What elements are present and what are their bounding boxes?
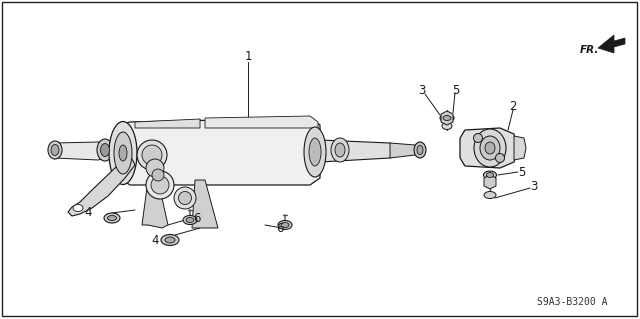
Polygon shape <box>135 119 200 128</box>
Polygon shape <box>120 118 320 185</box>
Ellipse shape <box>186 218 194 222</box>
Polygon shape <box>205 116 318 128</box>
Text: 5: 5 <box>518 166 525 179</box>
Ellipse shape <box>495 153 504 162</box>
Polygon shape <box>598 35 625 53</box>
Ellipse shape <box>335 143 345 157</box>
Ellipse shape <box>174 187 196 209</box>
Ellipse shape <box>486 173 493 177</box>
Ellipse shape <box>474 129 506 167</box>
Ellipse shape <box>142 145 162 165</box>
Text: 3: 3 <box>419 85 426 98</box>
Polygon shape <box>460 128 516 168</box>
Polygon shape <box>484 175 496 189</box>
Ellipse shape <box>309 138 321 166</box>
Text: S9A3-B3200 A: S9A3-B3200 A <box>537 297 607 307</box>
Text: 1: 1 <box>244 50 252 63</box>
Ellipse shape <box>443 115 451 121</box>
Ellipse shape <box>417 145 423 154</box>
Text: 6: 6 <box>193 212 201 226</box>
Ellipse shape <box>414 142 426 158</box>
Ellipse shape <box>183 216 197 225</box>
Polygon shape <box>68 155 135 216</box>
Polygon shape <box>320 140 408 162</box>
Ellipse shape <box>146 159 164 177</box>
Ellipse shape <box>119 145 127 161</box>
Ellipse shape <box>146 171 174 199</box>
Text: 2: 2 <box>509 100 516 114</box>
Text: 6: 6 <box>276 221 284 234</box>
Ellipse shape <box>179 191 191 204</box>
Ellipse shape <box>474 133 483 143</box>
Ellipse shape <box>281 222 289 227</box>
Text: FR.: FR. <box>579 45 598 55</box>
Text: 4: 4 <box>84 205 92 219</box>
Ellipse shape <box>440 114 454 122</box>
Polygon shape <box>142 180 168 228</box>
Ellipse shape <box>104 213 120 223</box>
Ellipse shape <box>304 127 326 177</box>
Ellipse shape <box>73 204 83 211</box>
Polygon shape <box>390 143 420 158</box>
Ellipse shape <box>108 216 116 220</box>
Ellipse shape <box>480 136 500 160</box>
Text: 3: 3 <box>531 180 538 192</box>
Ellipse shape <box>137 140 167 170</box>
Ellipse shape <box>100 144 109 157</box>
Text: 4: 4 <box>151 234 159 247</box>
Polygon shape <box>441 111 453 125</box>
Ellipse shape <box>331 138 349 162</box>
Polygon shape <box>192 180 218 228</box>
Ellipse shape <box>48 141 62 159</box>
Ellipse shape <box>151 176 169 194</box>
Ellipse shape <box>152 169 164 181</box>
Ellipse shape <box>483 171 497 179</box>
Polygon shape <box>55 142 105 160</box>
Ellipse shape <box>97 139 113 161</box>
Ellipse shape <box>485 142 495 154</box>
Ellipse shape <box>165 237 175 243</box>
Ellipse shape <box>442 122 452 130</box>
Ellipse shape <box>51 145 59 155</box>
Ellipse shape <box>278 220 292 229</box>
Polygon shape <box>514 136 526 160</box>
Ellipse shape <box>484 191 496 198</box>
Ellipse shape <box>161 234 179 246</box>
Ellipse shape <box>109 122 137 184</box>
Ellipse shape <box>114 132 132 174</box>
Text: 5: 5 <box>452 84 460 97</box>
